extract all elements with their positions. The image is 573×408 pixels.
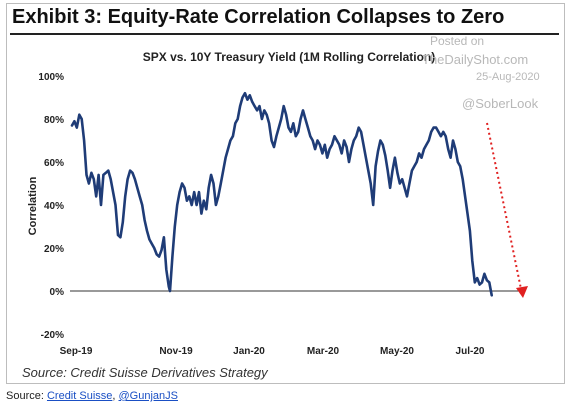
footer-separator: , — [112, 390, 119, 402]
x-tick-label: May-20 — [380, 346, 414, 357]
chart-source-note: Source: Credit Suisse Derivatives Strate… — [22, 365, 268, 380]
x-tick-label: Mar-20 — [307, 346, 340, 357]
exhibit-title: Exhibit 3: Equity-Rate Correlation Colla… — [12, 6, 505, 28]
y-axis-label: Correlation — [27, 176, 39, 235]
watermark: Posted on TheDailyShot.com 25-Aug-2020 @… — [422, 34, 540, 111]
y-tick-label: 80% — [44, 115, 64, 126]
x-tick-label: Jul-20 — [456, 346, 485, 357]
x-axis: Sep-19 Nov-19 Jan-20 Mar-20 May-20 Jul-20 — [60, 346, 485, 357]
decline-arrow-line — [486, 122, 522, 290]
y-tick-label: 20% — [44, 244, 64, 255]
x-tick-label: Nov-19 — [159, 346, 193, 357]
credit-suisse-link[interactable]: Credit Suisse — [46, 390, 113, 402]
watermark-posted-on: Posted on — [430, 34, 484, 48]
title-divider — [10, 33, 559, 35]
gunjanjs-link[interactable]: @GunjanJS — [118, 390, 178, 402]
decline-arrow — [486, 122, 528, 298]
y-tick-label: -20% — [41, 330, 64, 341]
y-tick-label: 40% — [44, 201, 64, 212]
x-tick-label: Jan-20 — [233, 346, 265, 357]
watermark-handle: @SoberLook — [462, 96, 539, 111]
y-axis: -20% 0% 20% 40% 60% 80% 100% — [38, 72, 64, 341]
decline-arrow-head — [516, 286, 528, 298]
y-tick-label: 60% — [44, 158, 64, 169]
correlation-line — [70, 91, 493, 297]
watermark-site: TheDailyShot.com — [422, 52, 528, 67]
footer-prefix: Source: — [6, 390, 47, 402]
watermark-date: 25-Aug-2020 — [476, 71, 540, 83]
footer-source: Source: Credit Suisse, @GunjanJS — [6, 390, 178, 402]
x-tick-label: Sep-19 — [60, 346, 93, 357]
y-tick-label: 100% — [38, 72, 64, 83]
y-tick-label: 0% — [50, 287, 65, 298]
chart-title: SPX vs. 10Y Treasury Yield (1M Rolling C… — [143, 50, 436, 64]
